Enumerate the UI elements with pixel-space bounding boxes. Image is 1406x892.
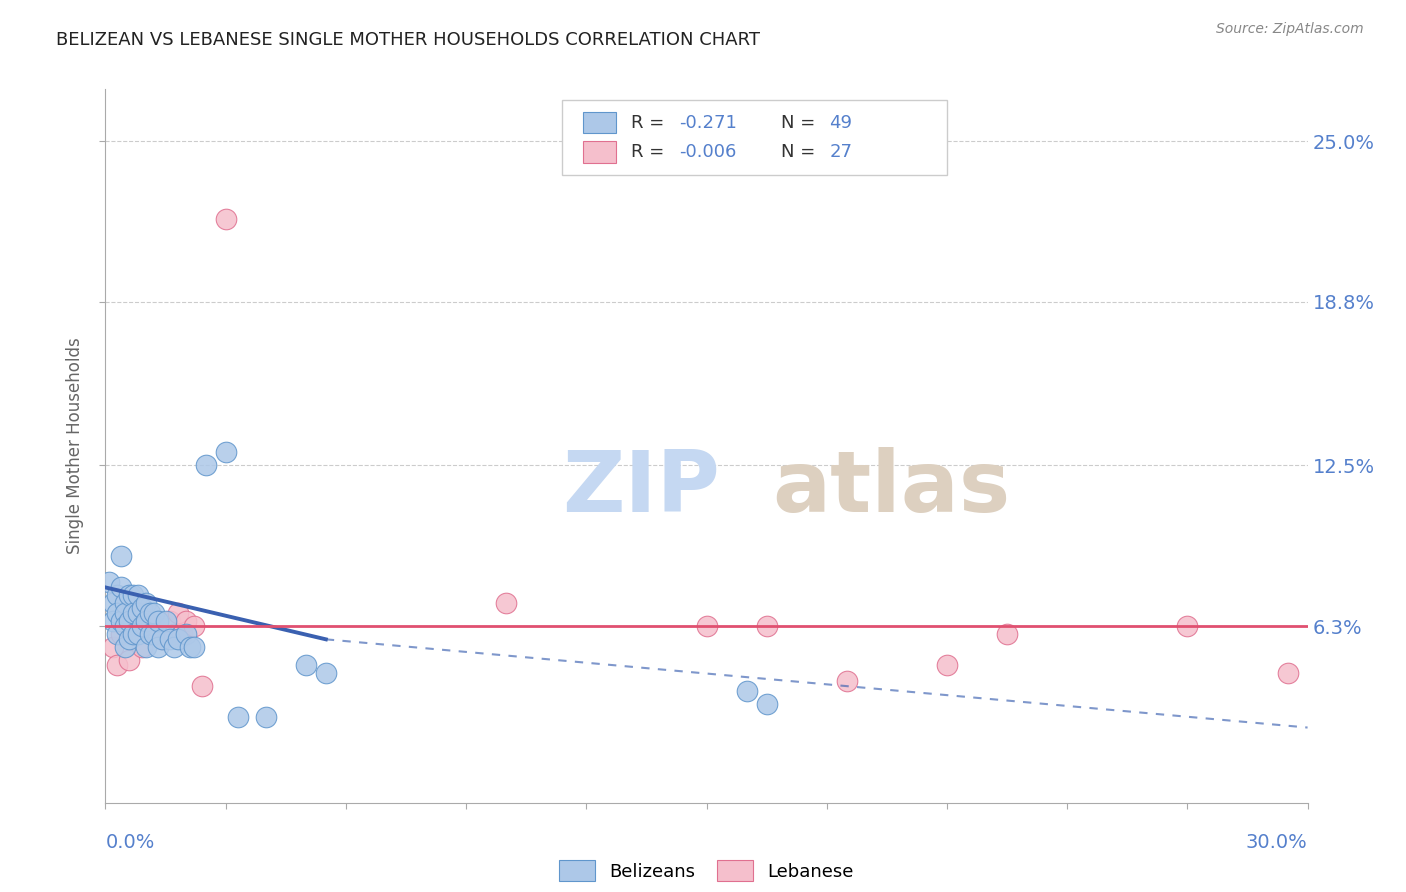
Point — [183, 640, 205, 654]
Point — [103, 596, 125, 610]
Point — [114, 596, 136, 610]
Point — [107, 607, 129, 621]
Point — [696, 619, 718, 633]
Point — [254, 710, 277, 724]
Point — [170, 627, 193, 641]
Point — [995, 627, 1018, 641]
Point — [110, 581, 132, 595]
Point — [118, 614, 141, 628]
Text: N =: N = — [782, 114, 821, 132]
Text: ZIP: ZIP — [562, 447, 720, 531]
Point — [226, 710, 249, 724]
Point — [110, 549, 132, 564]
Point — [118, 653, 141, 667]
Point — [114, 619, 136, 633]
Point — [107, 658, 129, 673]
FancyBboxPatch shape — [562, 100, 948, 175]
Point — [214, 211, 236, 226]
Point — [131, 601, 153, 615]
Point — [936, 658, 959, 673]
Bar — [582, 141, 616, 162]
Point — [835, 673, 858, 688]
Legend: Belizeans, Lebanese: Belizeans, Lebanese — [554, 855, 859, 887]
Point — [135, 640, 157, 654]
Point — [103, 640, 125, 654]
Point — [138, 607, 160, 621]
Point — [127, 627, 149, 641]
Point — [146, 614, 169, 628]
Point — [179, 640, 201, 654]
Point — [1277, 666, 1299, 681]
Point — [103, 614, 125, 628]
Point — [127, 619, 149, 633]
Point — [107, 627, 129, 641]
Point — [159, 632, 181, 647]
Point — [118, 632, 141, 647]
Point — [114, 619, 136, 633]
Point — [114, 640, 136, 654]
Point — [162, 627, 184, 641]
Text: BELIZEAN VS LEBANESE SINGLE MOTHER HOUSEHOLDS CORRELATION CHART: BELIZEAN VS LEBANESE SINGLE MOTHER HOUSE… — [56, 31, 761, 49]
Point — [174, 627, 197, 641]
Point — [183, 619, 205, 633]
Point — [118, 588, 141, 602]
Point — [214, 445, 236, 459]
Point — [1177, 619, 1199, 633]
Text: 27: 27 — [830, 143, 852, 161]
Point — [127, 607, 149, 621]
Point — [135, 596, 157, 610]
Point — [146, 640, 169, 654]
Text: Source: ZipAtlas.com: Source: ZipAtlas.com — [1216, 22, 1364, 37]
Point — [122, 627, 145, 641]
Point — [142, 627, 165, 641]
Point — [159, 614, 181, 628]
Point — [194, 458, 217, 473]
Text: 30.0%: 30.0% — [1246, 833, 1308, 853]
Y-axis label: Single Mother Households: Single Mother Households — [66, 338, 84, 554]
Point — [142, 607, 165, 621]
Text: atlas: atlas — [773, 447, 1011, 531]
Point — [114, 607, 136, 621]
Point — [150, 632, 173, 647]
Point — [495, 596, 517, 610]
Text: -0.006: -0.006 — [679, 143, 737, 161]
Point — [122, 588, 145, 602]
Text: 49: 49 — [830, 114, 852, 132]
Point — [166, 632, 188, 647]
Point — [142, 619, 165, 633]
Bar — [582, 112, 616, 134]
Text: R =: R = — [631, 114, 669, 132]
Point — [295, 658, 318, 673]
Point — [150, 632, 173, 647]
Text: -0.271: -0.271 — [679, 114, 737, 132]
Text: N =: N = — [782, 143, 821, 161]
Point — [110, 614, 132, 628]
Text: 0.0%: 0.0% — [105, 833, 155, 853]
Point — [166, 607, 188, 621]
Point — [127, 588, 149, 602]
Point — [315, 666, 337, 681]
Point — [155, 614, 177, 628]
Point — [98, 575, 121, 590]
Point — [755, 619, 778, 633]
Point — [131, 640, 153, 654]
Point — [135, 614, 157, 628]
Point — [122, 607, 145, 621]
Point — [162, 640, 184, 654]
Text: R =: R = — [631, 143, 669, 161]
Point — [110, 627, 132, 641]
Point — [122, 627, 145, 641]
Point — [174, 614, 197, 628]
Point — [107, 588, 129, 602]
Point — [190, 679, 212, 693]
Point — [131, 619, 153, 633]
Point — [135, 614, 157, 628]
Point — [735, 684, 758, 698]
Point — [755, 697, 778, 711]
Point — [138, 627, 160, 641]
